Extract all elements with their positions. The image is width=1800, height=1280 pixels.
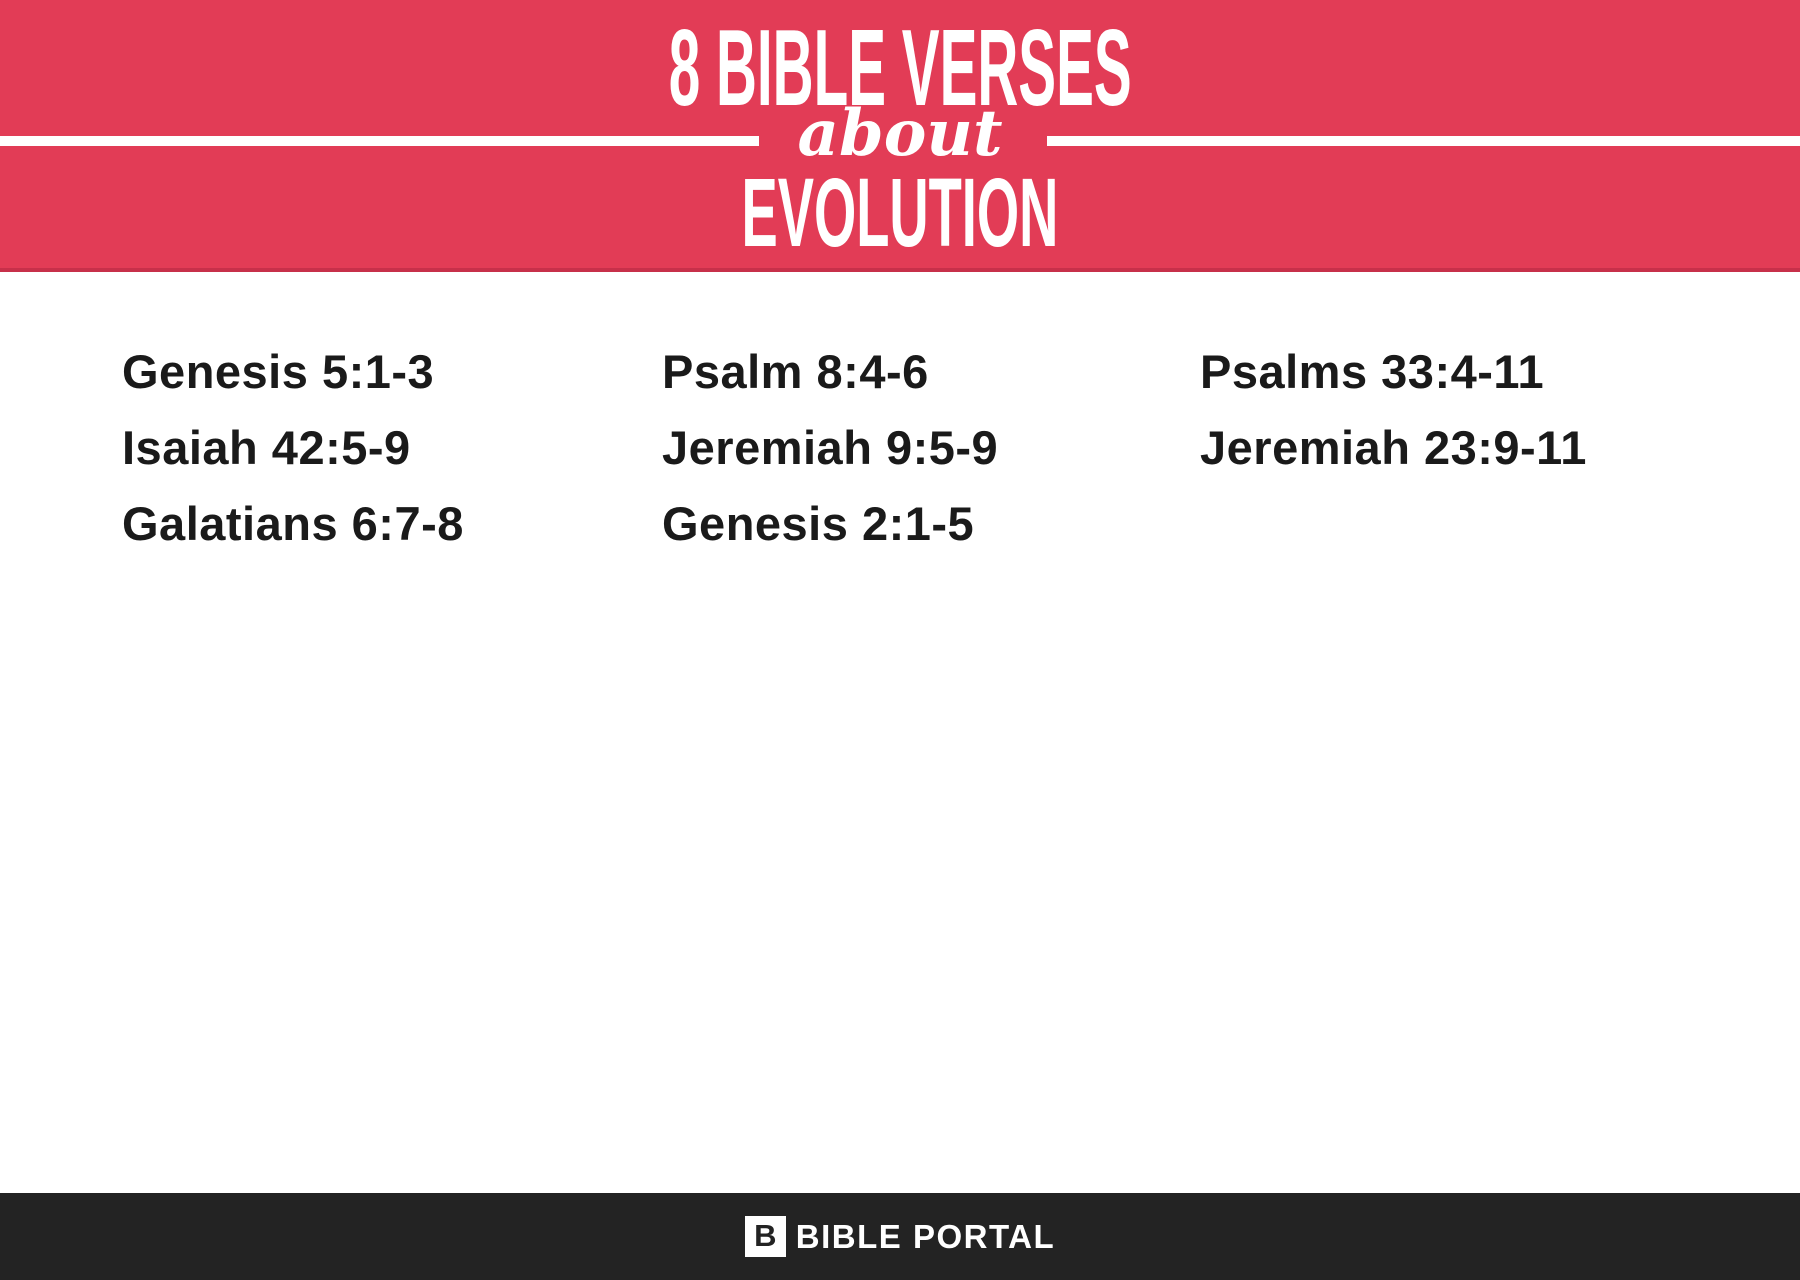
- verse-reference: Jeremiah 9:5-9: [662, 420, 999, 474]
- verse-reference: Psalm 8:4-6: [662, 344, 929, 398]
- header-rule-right: [1047, 136, 1800, 146]
- banner-count-title-text: 8 BIBLE VERSES: [668, 7, 1132, 129]
- verse-reference: Galatians 6:7-8: [122, 496, 464, 550]
- verse-column-2: Psalm 8:4-6 Jeremiah 9:5-9 Genesis 2:1-5: [662, 333, 998, 561]
- footer-bar: B BIBLE PORTAL: [0, 1193, 1800, 1280]
- footer-brand-text: BIBLE PORTAL: [795, 1217, 1056, 1255]
- header-banner: 8 BIBLE VERSES about EVOLUTION: [0, 0, 1800, 272]
- banner-topic-title: EVOLUTION: [0, 164, 1800, 261]
- banner-connector-word: about: [797, 96, 1003, 171]
- verse-reference: Genesis 2:1-5: [662, 496, 975, 550]
- verse-reference: Isaiah 42:5-9: [122, 420, 411, 474]
- verse-column-3: Psalms 33:4-11 Jeremiah 23:9-11: [1200, 333, 1587, 485]
- bible-portal-logo-icon: B: [744, 1216, 786, 1257]
- verse-reference: Genesis 5:1-3: [122, 344, 435, 398]
- verse-reference: Jeremiah 23:9-11: [1200, 420, 1587, 474]
- bible-portal-logo-letter: B: [754, 1218, 777, 1253]
- verse-reference: Psalms 33:4-11: [1200, 344, 1545, 398]
- banner-topic-title-text: EVOLUTION: [741, 158, 1059, 267]
- banner-count-title: 8 BIBLE VERSES: [0, 14, 1800, 123]
- header-rule-left: [0, 136, 759, 146]
- verse-column-1: Genesis 5:1-3 Isaiah 42:5-9 Galatians 6:…: [122, 333, 464, 561]
